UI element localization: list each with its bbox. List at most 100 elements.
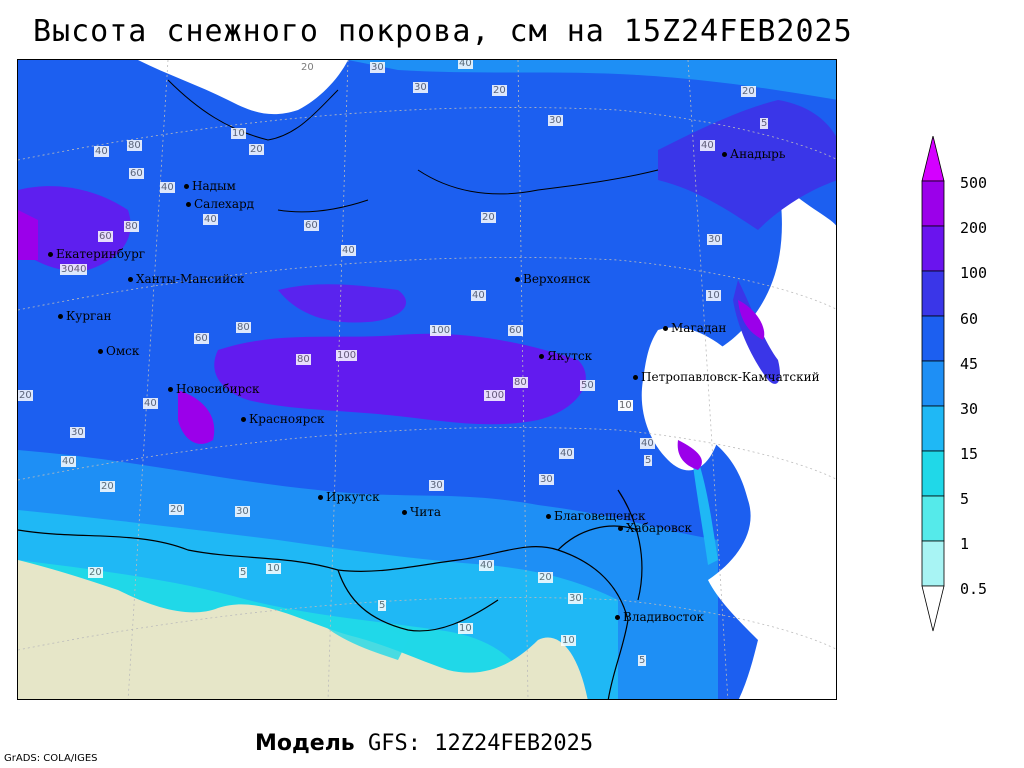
contour-label: 80 [296, 354, 311, 365]
contour-label: 40 [160, 182, 175, 193]
city-dot-icon [186, 202, 191, 207]
city-label: Иркутск [326, 490, 380, 504]
city-label: Красноярск [249, 412, 325, 426]
contour-label: 30 [70, 427, 85, 438]
legend-swatch [921, 315, 945, 362]
model-label: Модель [255, 731, 355, 756]
city-anadyr: Анадырь [722, 148, 785, 160]
city-dot-icon [128, 277, 133, 282]
city-dot-icon [515, 277, 520, 282]
city-label: Ханты-Мансийск [136, 272, 245, 286]
city-nadym: Надым [184, 180, 236, 192]
contour-label: 60 [129, 168, 144, 179]
contour-label: 3040 [60, 264, 88, 275]
city-label: Новосибирск [176, 382, 260, 396]
city-magadan: Магадан [663, 322, 726, 334]
city-blagoveshchensk: Благовещенск [546, 510, 645, 522]
city-label: Благовещенск [554, 509, 646, 523]
city-dot-icon [58, 314, 63, 319]
contour-label: 80 [236, 322, 251, 333]
contour-label: 5 [638, 655, 647, 666]
city-yakutsk: Якутск [539, 350, 592, 362]
legend-swatch [921, 540, 945, 587]
city-dot-icon [48, 252, 53, 257]
contour-label: 20 [481, 212, 496, 223]
legend-label: 200 [960, 219, 988, 237]
contour-label: 30 [568, 593, 583, 604]
city-yekaterinburg: Екатеринбург [48, 248, 145, 260]
contour-label: 30 [235, 506, 250, 517]
contour-label: 20 [100, 481, 115, 492]
legend-swatch [921, 450, 945, 497]
legend-label: 0.5 [960, 580, 988, 598]
legend-label: 30 [960, 400, 979, 418]
contour-label: 30 [548, 115, 563, 126]
city-label: Омск [106, 344, 140, 358]
city-salekhard: Салехард [186, 198, 254, 210]
city-label: Петропавловск-Камчатский [641, 370, 820, 384]
contour-label: 10 [561, 635, 576, 646]
legend-label: 5 [960, 490, 970, 508]
contour-label: 60 [98, 231, 113, 242]
city-label: Курган [66, 309, 112, 323]
city-chita: Чита [402, 506, 441, 518]
city-label: Верхоянск [523, 272, 591, 286]
legend-swatch [921, 585, 945, 632]
map-canvas [18, 60, 836, 699]
contour-label: 5 [760, 118, 769, 129]
city-khabarovsk: Хабаровск [618, 522, 692, 534]
city-dot-icon [241, 417, 246, 422]
city-label: Владивосток [623, 610, 705, 624]
contour-label: 10 [231, 128, 246, 139]
legend-swatch [921, 270, 945, 317]
city-label: Хабаровск [626, 521, 692, 535]
contour-label: 20 [741, 86, 756, 97]
legend-label: 15 [960, 445, 979, 463]
contour-label: 40 [458, 59, 473, 69]
contour-label: 50 [580, 380, 595, 391]
legend-label: 60 [960, 310, 979, 328]
city-verkhoyansk: Верхоянск [515, 273, 590, 285]
snow-depth-map: 20 30 40 30 20 10 20 40 80 60 40 80 60 4… [17, 59, 837, 700]
contour-label: 30 [413, 82, 428, 93]
city-label: Салехард [194, 197, 255, 211]
contour-label: 40 [94, 146, 109, 157]
contour-label: 80 [127, 140, 142, 151]
contour-label: 5 [239, 567, 248, 578]
contour-label: 40 [143, 398, 158, 409]
legend-label: 1 [960, 535, 970, 553]
legend-label: 500 [960, 174, 988, 192]
city-vladivostok: Владивосток [615, 611, 704, 623]
contour-label: 5 [378, 600, 387, 611]
contour-label: 10 [618, 400, 633, 411]
map-title: Высота снежного покрова, см на 15Z24FEB2… [33, 14, 853, 49]
city-dot-icon [318, 495, 323, 500]
city-dot-icon [663, 326, 668, 331]
contour-label: 40 [479, 560, 494, 571]
city-dot-icon [184, 184, 189, 189]
city-label: Екатеринбург [56, 247, 146, 261]
city-label: Якутск [547, 349, 593, 363]
contour-label: 20 [169, 504, 184, 515]
city-irkutsk: Иркутск [318, 491, 380, 503]
model-value: GFS: 12Z24FEB2025 [367, 731, 594, 756]
contour-label: 40 [61, 456, 76, 467]
city-kurgan: Курган [58, 310, 111, 322]
legend-swatch [921, 405, 945, 452]
contour-label: 10 [266, 563, 281, 574]
legend-swatch [921, 225, 945, 272]
credit: GrADS: COLA/IGES [4, 753, 98, 764]
contour-label: 40 [203, 214, 218, 225]
city-dot-icon [615, 615, 620, 620]
contour-label: 30 [539, 474, 554, 485]
city-dot-icon [98, 349, 103, 354]
legend-label: 45 [960, 355, 979, 373]
contour-label: 100 [336, 350, 358, 361]
contour-label: 100 [484, 390, 506, 401]
contour-label: 80 [513, 377, 528, 388]
contour-label: 40 [559, 448, 574, 459]
city-krasnoyarsk: Красноярск [241, 413, 325, 425]
model-footer: Модель GFS: 12Z24FEB2025 [255, 731, 593, 756]
legend-swatch [921, 360, 945, 407]
contour-label: 20 [538, 572, 553, 583]
